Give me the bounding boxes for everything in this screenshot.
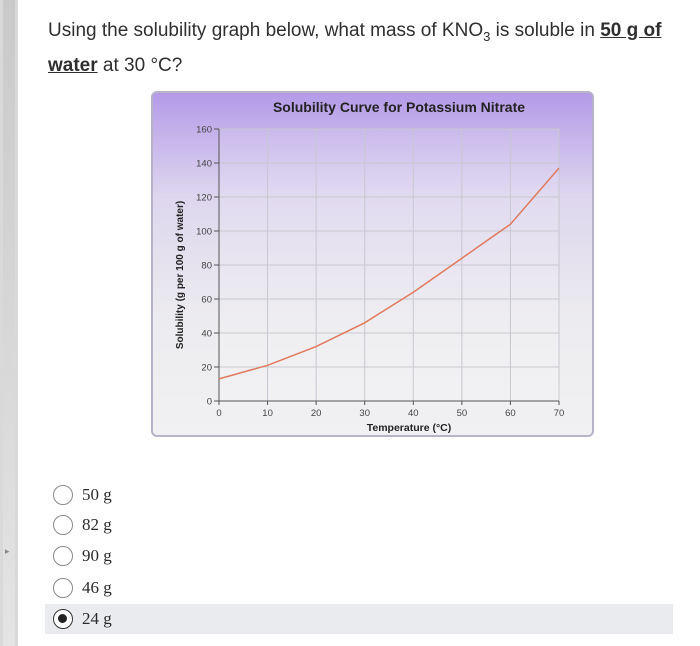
y-tick-label: 140 [196, 159, 212, 170]
question-emphasis: 50 g of water [48, 20, 662, 76]
y-tick-label: 60 [201, 295, 212, 306]
answer-option-3[interactable]: 90 g [53, 541, 673, 571]
question-part1: Using the solubility graph below, what m… [48, 20, 484, 41]
answer-label: 46 g [82, 578, 112, 597]
answer-option-4[interactable]: 46 g [53, 573, 673, 603]
solubility-line [218, 167, 560, 380]
question-text: Using the solubility graph below, what m… [48, 16, 688, 80]
question-part3: at 30 °C? [97, 54, 183, 76]
radio-button[interactable] [53, 578, 73, 598]
x-tick-label: 10 [262, 408, 273, 419]
question-subscript: 3 [483, 28, 491, 44]
chart-frame: 0 20 40 60 80 100 120 140 160 0 10 20 30 40 50 60 70 Solu… [151, 91, 594, 437]
y-tick-label: 120 [196, 193, 212, 204]
answer-label: 24 g [82, 609, 112, 628]
y-tick-label: 100 [196, 227, 212, 238]
answer-label: 50 g [82, 485, 112, 504]
x-tick-label: 40 [408, 408, 419, 419]
chart-title: Solubility Curve for Potassium Nitrate [273, 99, 525, 115]
rail-arrow-icon[interactable]: ▸ [5, 546, 10, 556]
y-tick-label: 40 [201, 329, 212, 340]
x-axis-label: Temperature (°C) [367, 422, 452, 434]
radio-button[interactable] [53, 485, 73, 505]
answer-option-2[interactable]: 82 g [53, 510, 673, 540]
radio-button[interactable] [53, 546, 73, 566]
y-axis-label: Solubility (g per 100 g of water) [175, 201, 186, 349]
radio-button-selected[interactable] [53, 609, 73, 629]
radio-button[interactable] [53, 515, 73, 535]
y-tick-label: 20 [201, 363, 212, 374]
y-tick-label: 0 [207, 397, 212, 408]
x-tick-label: 0 [216, 408, 221, 419]
x-tick-label: 20 [311, 408, 322, 419]
left-rail: ▸ [0, 0, 18, 646]
x-tick-label: 70 [554, 408, 565, 419]
left-rail-track [3, 0, 15, 646]
question-part2: is soluble in [490, 20, 601, 41]
y-tick-label: 160 [196, 125, 212, 136]
answer-option-1[interactable]: 50 g [53, 480, 673, 510]
y-tick-label: 80 [201, 261, 212, 272]
x-tick-label: 50 [457, 408, 468, 419]
x-tick-label: 30 [359, 408, 370, 419]
solubility-chart: 0 20 40 60 80 100 120 140 160 0 10 20 30 40 50 60 70 Solu… [175, 99, 565, 434]
answer-label: 82 g [82, 515, 112, 534]
x-tick-label: 60 [505, 408, 516, 419]
answer-option-5[interactable]: 24 g [45, 604, 673, 634]
answer-label: 90 g [82, 546, 112, 565]
